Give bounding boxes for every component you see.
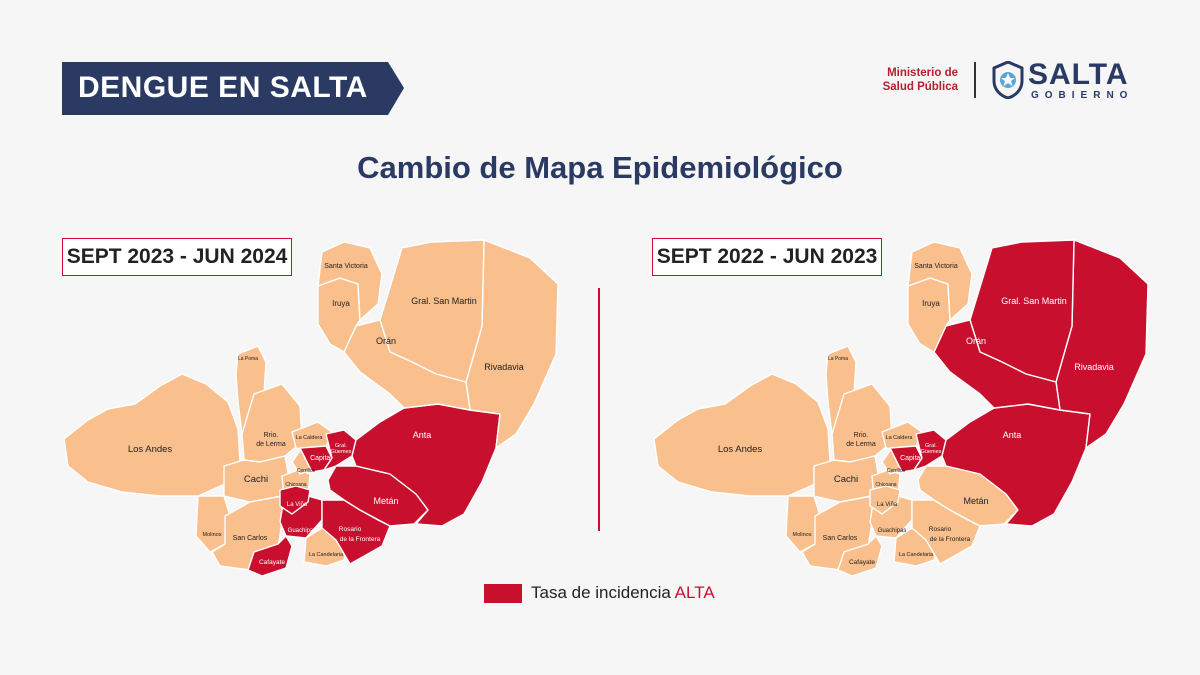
page-title: Cambio de Mapa Epidemiológico: [357, 150, 843, 185]
label-metan: Metán: [963, 496, 988, 506]
ministry-label: Ministerio de Salud Pública: [880, 66, 958, 94]
label-rosario-lerma-2: de Lerma: [846, 441, 876, 448]
department-la-vina: [279, 485, 311, 515]
label-metan: Metán: [373, 496, 398, 506]
title-banner: DENGUE EN SALTA: [62, 62, 404, 115]
label-rosario-lerma-2: de Lerma: [256, 441, 286, 448]
label-molinos: Molinos: [793, 532, 812, 538]
legend-text: Tasa de incidencia: [531, 583, 671, 602]
label-rosario-lerma-1: Rrio.: [264, 432, 279, 439]
label-la-caldera: La Caldera: [886, 435, 914, 441]
label-rosario-lerma-1: Rrio.: [854, 432, 869, 439]
logo-separator: [974, 62, 976, 98]
salta-map-2022-2023: Santa Victoria Iruya Gral. San Martin Orán R…: [653, 239, 1149, 577]
department-cafayate: [247, 535, 293, 577]
label-gral-guemes-2: Güemes: [331, 449, 352, 455]
label-iruya: Iruya: [332, 299, 350, 308]
label-cachi: Cachi: [834, 474, 858, 485]
ministry-line-1: Ministerio de: [887, 67, 958, 79]
label-anta: Anta: [413, 430, 432, 440]
label-la-poma: La Poma: [238, 356, 258, 362]
label-chicoana: Chicoana: [875, 482, 896, 488]
legend-label: Tasa de incidencia ALTA: [531, 583, 715, 603]
banner-shape: [62, 62, 404, 115]
department-gral-guemes: [913, 429, 947, 471]
label-gral-guemes-1: Gral.: [925, 443, 937, 449]
label-guachipas: Guachipas: [288, 528, 317, 534]
department-los-andes: [653, 373, 831, 497]
label-gral-san-martin: Gral. San Martin: [411, 296, 477, 306]
label-chicoana: Chicoana: [285, 482, 306, 488]
period-label-2023-2024: SEPT 2023 - JUN 2024: [62, 238, 292, 276]
label-la-poma: La Poma: [828, 356, 848, 362]
label-gral-guemes-2: Güemes: [921, 449, 942, 455]
legend-level: ALTA: [674, 583, 715, 602]
ministry-line-2: Salud Pública: [882, 81, 958, 93]
department-oran: [933, 319, 1061, 411]
period-label-2022-2023: SEPT 2022 - JUN 2023: [652, 238, 882, 276]
label-molinos: Molinos: [203, 532, 222, 538]
label-oran: Orán: [966, 336, 986, 346]
department-santa-victoria: [317, 241, 383, 321]
label-cafayate: Cafayate: [259, 559, 285, 566]
label-rosario-frontera-1: Rosario: [339, 526, 362, 533]
department-oran: [343, 319, 471, 411]
logo-salta-text: SALTA: [1028, 58, 1129, 91]
banner-title: DENGUE EN SALTA: [78, 71, 368, 104]
salta-shield-icon: [992, 61, 1024, 99]
label-gral-san-martin: Gral. San Martin: [1001, 296, 1067, 306]
salta-map-2023-2024: Santa Victoria Iruya Gral. San Martin Orán R…: [63, 239, 559, 577]
label-los-andes: Los Andes: [128, 444, 173, 455]
label-rosario-frontera-1: Rosario: [929, 526, 952, 533]
label-iruya: Iruya: [922, 299, 940, 308]
label-cerrillos: Cerrillos: [297, 468, 316, 474]
legend-swatch: [484, 584, 522, 603]
logo-gobierno-text: GOBIERNO: [1031, 90, 1134, 101]
label-cafayate: Cafayate: [849, 559, 875, 566]
label-santa-victoria: Santa Victoria: [324, 263, 368, 270]
label-anta: Anta: [1003, 430, 1022, 440]
label-san-carlos: San Carlos: [233, 535, 268, 542]
label-rosario-frontera-2: de la Frontera: [340, 536, 381, 543]
label-cerrillos: Cerrillos: [887, 468, 906, 474]
department-cafayate: [837, 535, 883, 577]
label-san-carlos: San Carlos: [823, 535, 858, 542]
label-rivadavia: Rivadavia: [1074, 362, 1114, 372]
label-capital: Capital: [310, 455, 332, 462]
label-guachipas: Guachipas: [878, 528, 907, 534]
department-gral-guemes: [323, 429, 357, 471]
label-la-caldera: La Caldera: [296, 435, 324, 441]
department-los-andes: [63, 373, 241, 497]
label-la-candelaria: La Candelaria: [309, 552, 344, 558]
label-capital: Capital: [900, 455, 922, 462]
label-gral-guemes-1: Gral.: [335, 443, 347, 449]
label-oran: Orán: [376, 336, 396, 346]
label-santa-victoria: Santa Victoria: [914, 263, 958, 270]
label-cachi: Cachi: [244, 474, 268, 485]
department-la-vina: [869, 485, 901, 515]
center-divider: [598, 288, 600, 531]
label-la-vina: La Viña: [877, 502, 898, 508]
label-rosario-frontera-2: de la Frontera: [930, 536, 971, 543]
label-rivadavia: Rivadavia: [484, 362, 524, 372]
department-santa-victoria: [907, 241, 973, 321]
label-la-vina: La Viña: [287, 502, 308, 508]
label-la-candelaria: La Candelaria: [899, 552, 934, 558]
label-los-andes: Los Andes: [718, 444, 763, 455]
